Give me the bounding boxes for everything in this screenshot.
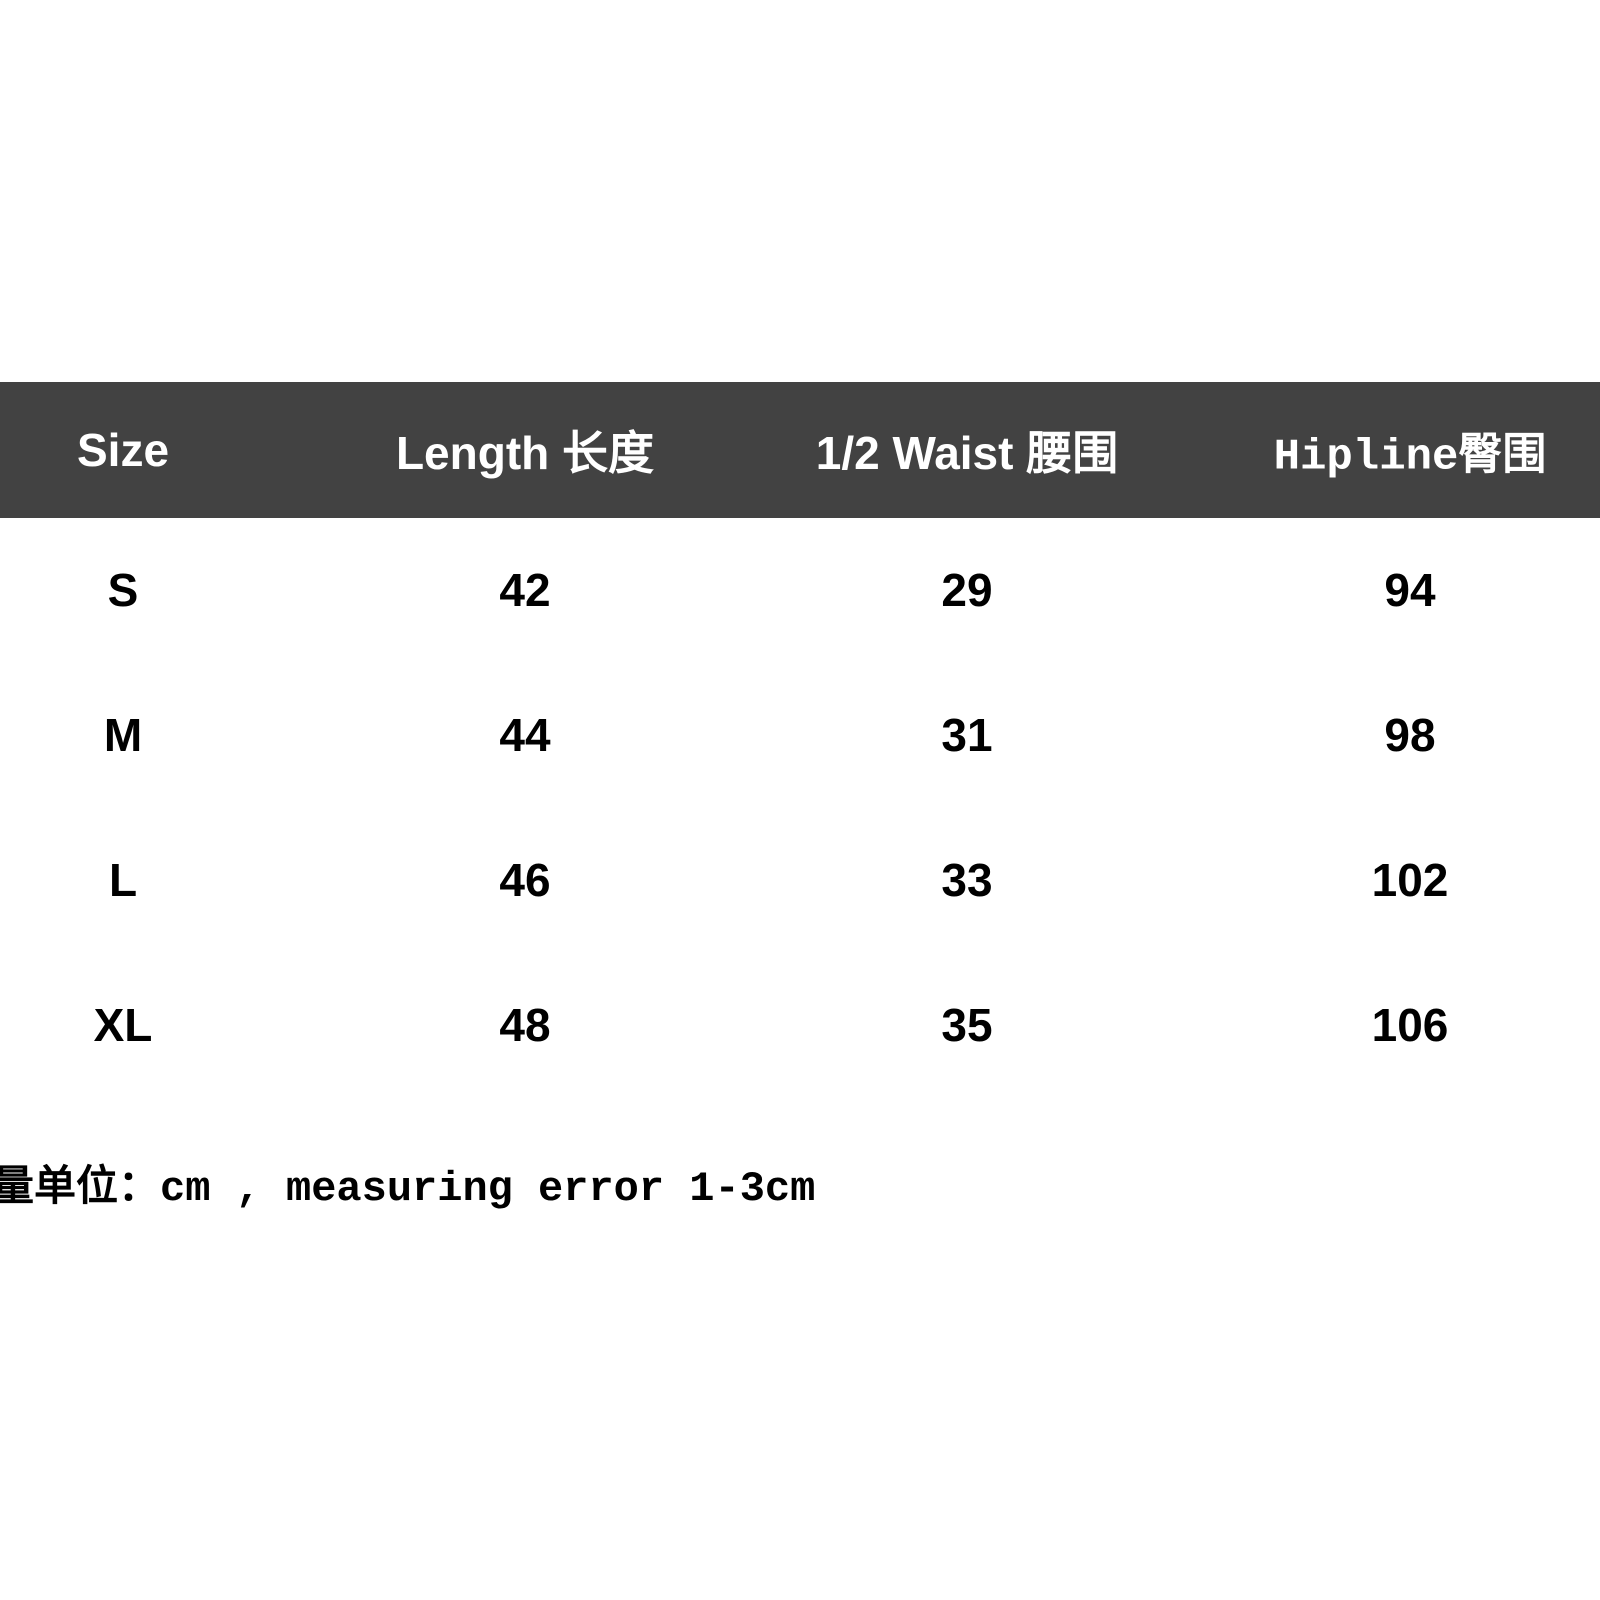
- table-header: Size Length 长度 1/2 Waist 腰围 Hipline臀围: [0, 382, 1600, 518]
- cell-waist: 35: [941, 999, 993, 1051]
- header-hipline: Hipline臀围: [1273, 432, 1547, 483]
- cell-length: 42: [499, 564, 551, 616]
- cell-length: 44: [499, 709, 551, 761]
- header-waist: 1/2 Waist 腰围: [815, 427, 1119, 479]
- cell-waist: 29: [941, 564, 993, 616]
- header-size: Size: [76, 424, 170, 476]
- cell-hipline: 94: [1384, 564, 1436, 616]
- cell-waist: 33: [941, 854, 993, 906]
- measurement-note: 量单位：cm , measuring error 1-3cm: [0, 1165, 816, 1213]
- cell-size: XL: [93, 999, 153, 1051]
- cell-waist: 31: [941, 709, 993, 761]
- cell-size: L: [108, 854, 138, 906]
- cell-size: S: [107, 564, 139, 616]
- cell-length: 48: [499, 999, 551, 1051]
- cell-hipline: 102: [1371, 854, 1449, 906]
- header-length: Length 长度: [395, 427, 655, 479]
- cell-hipline: 106: [1371, 999, 1449, 1051]
- cell-size: M: [103, 709, 143, 761]
- cell-hipline: 98: [1384, 709, 1436, 761]
- cell-length: 46: [499, 854, 551, 906]
